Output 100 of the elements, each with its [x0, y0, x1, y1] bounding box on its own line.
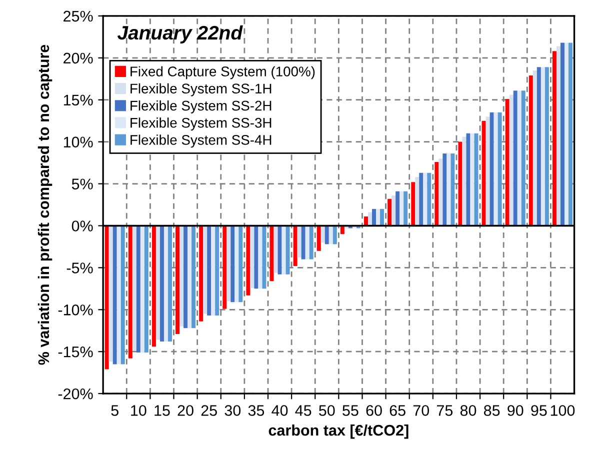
x-tick-label: 60	[366, 405, 382, 416]
bar	[564, 42, 569, 226]
bar	[505, 99, 510, 226]
y-tick-label: 5%	[72, 178, 93, 190]
x-tick-label: 75	[436, 405, 453, 416]
bar	[470, 133, 474, 226]
legend-label: Flexible System SS-2H	[130, 100, 272, 114]
x-tick-label: 5	[111, 405, 118, 416]
bar	[258, 226, 262, 289]
bar	[494, 112, 498, 226]
bar	[136, 226, 140, 352]
bar	[293, 226, 298, 266]
x-tick-label: 100	[550, 405, 575, 416]
bar	[286, 226, 290, 274]
bar	[226, 226, 231, 302]
bar	[458, 142, 462, 226]
bar	[230, 226, 235, 302]
bar	[521, 90, 526, 226]
y-tick-label: 20%	[64, 52, 93, 64]
y-tick-label: -15%	[58, 346, 93, 358]
x-tick-label: 40	[272, 405, 288, 416]
bar	[368, 212, 372, 226]
bar	[427, 172, 432, 226]
bar	[364, 216, 368, 226]
bar	[222, 226, 227, 309]
x-tick-label: 45	[295, 405, 312, 416]
bar	[423, 172, 428, 226]
bar	[498, 112, 502, 226]
bar	[528, 76, 533, 226]
x-axis-title: carbon tax [€/tCO2]	[268, 424, 408, 439]
x-tick-label: 85	[484, 405, 500, 416]
bar	[411, 182, 416, 226]
bar	[438, 158, 443, 226]
bar	[324, 226, 329, 244]
bar	[278, 226, 282, 274]
bar	[320, 226, 325, 243]
bar	[207, 226, 212, 316]
bar	[104, 226, 109, 370]
x-tick-label: 35	[248, 405, 264, 416]
bar	[490, 112, 494, 226]
x-tick-label: 25	[201, 405, 217, 416]
bar	[446, 154, 451, 226]
bar	[462, 136, 466, 226]
y-axis-title: % variation in profit compared to no capture	[38, 44, 52, 365]
chart-title: January 22nd	[117, 25, 243, 44]
bar	[513, 90, 518, 226]
bar	[376, 208, 380, 226]
bar	[540, 67, 545, 226]
bar	[301, 226, 306, 260]
bar	[442, 154, 447, 226]
bar	[434, 162, 439, 226]
bar	[180, 226, 184, 326]
y-tick-label: -10%	[58, 304, 93, 316]
bar	[120, 226, 125, 364]
bar	[392, 196, 396, 226]
bar	[419, 172, 424, 226]
y-tick-label: 10%	[64, 136, 93, 148]
bar	[250, 226, 254, 288]
x-tick-label: 55	[342, 405, 358, 416]
bar	[238, 226, 243, 302]
legend-label: Flexible System SS-3H	[130, 118, 272, 130]
bar	[192, 226, 196, 328]
bar	[552, 51, 556, 226]
bar	[509, 94, 514, 226]
bar	[396, 191, 400, 226]
x-tick-label: 10	[131, 405, 146, 416]
bar	[254, 226, 258, 289]
bar	[168, 226, 172, 342]
y-tick-label: -20%	[58, 388, 93, 400]
bar	[203, 226, 208, 314]
bar	[274, 226, 278, 273]
bar	[560, 42, 564, 226]
y-tick-label: 0%	[72, 220, 93, 232]
x-tick-label: 80	[460, 405, 476, 416]
bar	[305, 226, 310, 260]
bar	[328, 226, 333, 244]
bar	[400, 191, 404, 226]
bar	[112, 226, 117, 364]
bar	[486, 116, 490, 226]
bar	[184, 226, 188, 328]
x-tick-label: 90	[508, 405, 524, 416]
y-tick-label: 15%	[64, 94, 93, 106]
x-tick-label: 15	[154, 405, 170, 416]
bar	[144, 226, 148, 352]
bar	[388, 198, 392, 226]
bar	[215, 226, 220, 316]
x-tick-label: 50	[319, 405, 335, 416]
bar	[316, 226, 321, 251]
bar	[536, 67, 541, 226]
x-tick-label: 65	[390, 405, 406, 416]
bar	[380, 208, 384, 226]
bar	[262, 226, 266, 289]
bar	[164, 226, 168, 342]
bar	[152, 226, 156, 347]
x-tick-label: 95	[531, 405, 547, 416]
bar	[568, 42, 573, 226]
y-tick-label: -5%	[66, 262, 93, 274]
bar	[108, 226, 113, 362]
y-tick-label: 25%	[64, 10, 93, 22]
bar	[340, 226, 344, 234]
